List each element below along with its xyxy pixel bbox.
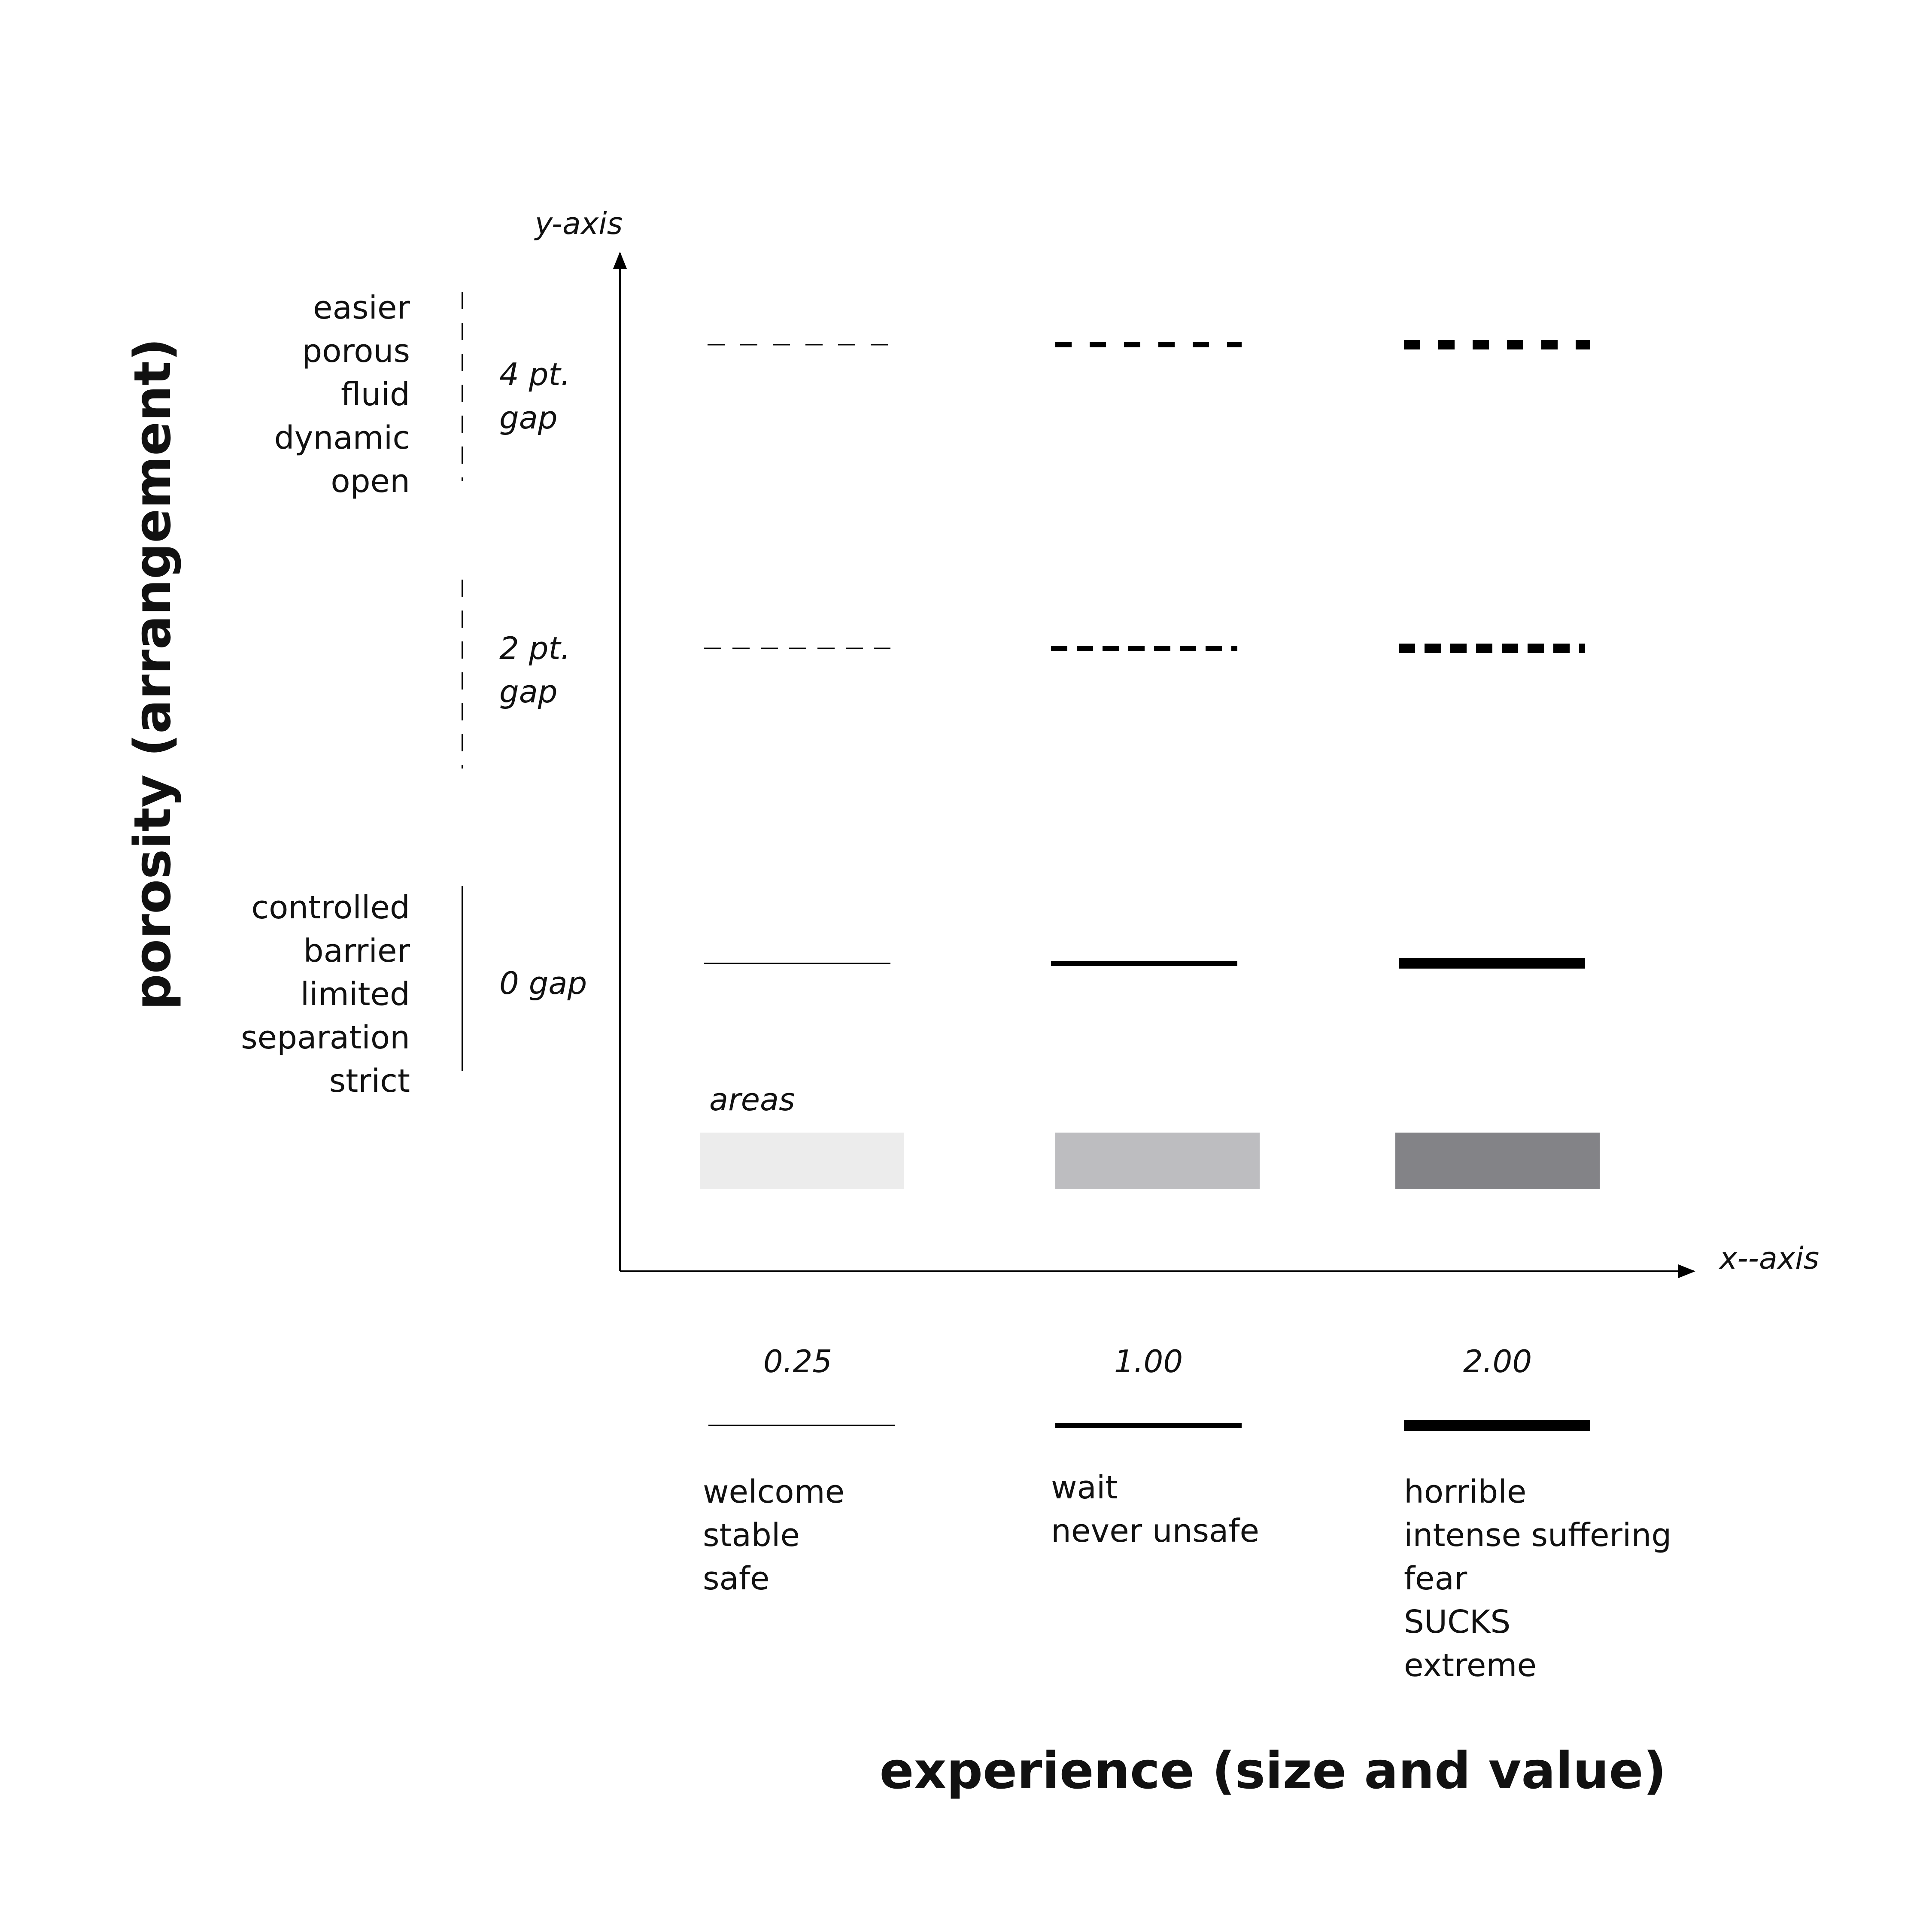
gap-label: 4 pt. bbox=[499, 356, 571, 392]
experience-word: fear bbox=[1404, 1560, 1467, 1597]
porosity-word: strict bbox=[329, 1063, 410, 1100]
area-swatch bbox=[700, 1133, 904, 1189]
experience-word: never unsafe bbox=[1051, 1513, 1259, 1549]
experience-value: 0.25 bbox=[763, 1343, 832, 1379]
area-swatch bbox=[1395, 1133, 1600, 1189]
porosity-group-closed: controlled barrier limited separation st… bbox=[241, 886, 587, 1100]
porosity-word: separation bbox=[241, 1019, 410, 1056]
gap-label: gap bbox=[499, 400, 558, 436]
porosity-word: porous bbox=[302, 333, 410, 370]
porosity-word: fluid bbox=[341, 376, 410, 413]
gap-label: 0 gap bbox=[499, 965, 587, 1001]
porosity-word: limited bbox=[301, 976, 410, 1013]
porosity-word: controlled bbox=[251, 889, 410, 926]
area-swatch bbox=[1055, 1133, 1260, 1189]
porosity-group-mid: 2 pt. gap bbox=[462, 580, 571, 769]
experience-column-1.00: 1.00 wait never unsafe bbox=[1051, 1343, 1259, 1549]
experience-value: 2.00 bbox=[1463, 1343, 1532, 1379]
porosity-word: open bbox=[331, 463, 410, 500]
experience-word: safe bbox=[703, 1560, 769, 1597]
y-title: porosity (arrangement) bbox=[123, 338, 182, 1010]
gap-label: gap bbox=[499, 674, 558, 710]
porosity-word: barrier bbox=[304, 933, 410, 969]
experience-word: wait bbox=[1051, 1469, 1118, 1506]
experience-word: SUCKS bbox=[1404, 1604, 1510, 1640]
x-title: experience (size and value) bbox=[880, 1741, 1667, 1800]
experience-word: extreme bbox=[1404, 1647, 1537, 1684]
experience-word: welcome bbox=[703, 1473, 844, 1510]
y-axis-label: y-axis bbox=[534, 206, 623, 241]
experience-column-0.25: 0.25 welcome stable safe bbox=[703, 1343, 895, 1597]
areas-label: areas bbox=[709, 1081, 795, 1118]
porosity-word: dynamic bbox=[274, 419, 410, 456]
x-axis-label: x--axis bbox=[1719, 1241, 1819, 1276]
experience-word: horrible bbox=[1404, 1473, 1526, 1510]
experience-word: stable bbox=[703, 1517, 800, 1554]
porosity-word: easier bbox=[313, 289, 410, 326]
experience-value: 1.00 bbox=[1114, 1343, 1183, 1379]
experience-word: intense suffering bbox=[1404, 1517, 1671, 1554]
porosity-group-open: easier porous fluid dynamic open 4 pt. g… bbox=[274, 289, 571, 500]
experience-column-2.00: 2.00 horrible intense suffering fear SUC… bbox=[1404, 1343, 1671, 1684]
gap-label: 2 pt. bbox=[499, 630, 571, 666]
